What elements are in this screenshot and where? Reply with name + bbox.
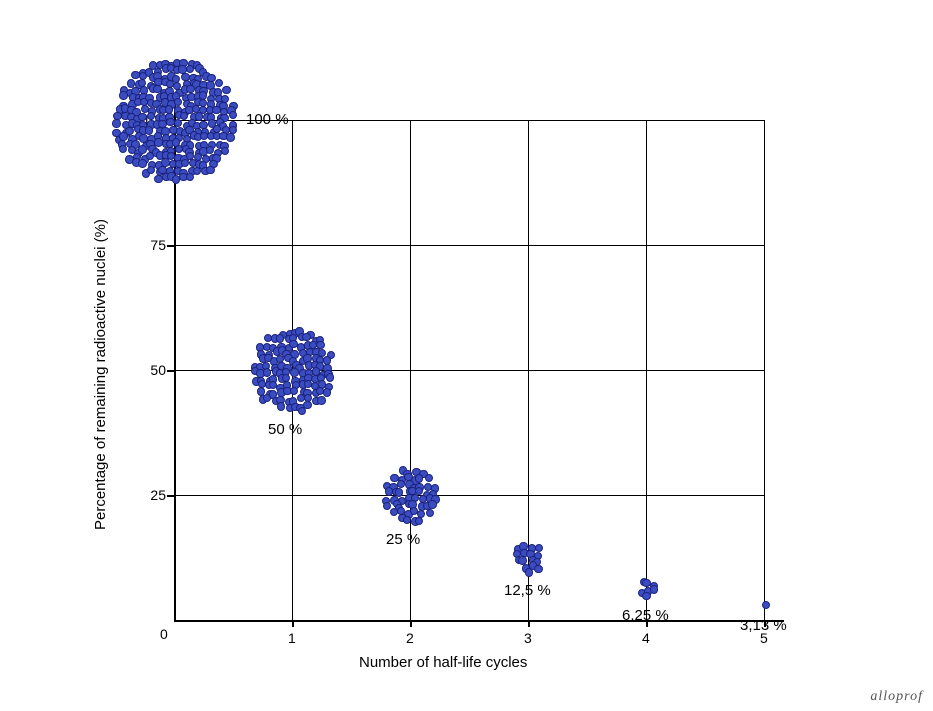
x-tick-label: 4 [642, 630, 650, 646]
grid-h [174, 495, 764, 496]
cluster [510, 540, 546, 576]
nucleus-dot [650, 585, 658, 593]
figure: { "canvas":{"w":933,"h":711}, "plot":{"l… [0, 0, 933, 711]
nucleus-dot [276, 334, 284, 342]
nucleus-dot [323, 388, 331, 396]
x-tick [292, 620, 294, 627]
x-tick [410, 620, 412, 627]
nucleus-dot [127, 79, 135, 87]
nucleus-dot [415, 517, 423, 525]
nucleus-dot [263, 394, 271, 402]
cluster-label: 50 % [268, 421, 302, 438]
grid-v [764, 120, 765, 620]
cluster [634, 577, 658, 601]
grid-h [174, 245, 764, 246]
cluster-label: 25 % [386, 531, 420, 548]
y-axis-title: Percentage of remaining radioactive nucl… [92, 219, 109, 530]
nucleus-dot [186, 65, 194, 73]
y-tick [167, 370, 174, 372]
nucleus-dot [206, 166, 214, 174]
y-tick-label: 75 [136, 237, 166, 253]
cluster [757, 597, 771, 611]
nucleus-dot [642, 592, 650, 600]
nucleus-dot [535, 544, 543, 552]
x-tick-label: 3 [524, 630, 532, 646]
nucleus-dot [181, 159, 189, 167]
cluster-label: 6,25 % [622, 607, 669, 624]
nucleus-dot [229, 111, 237, 119]
nucleus-dot [193, 167, 201, 175]
nucleus-dot [138, 113, 146, 121]
x-axis-title: Number of half-life cycles [359, 654, 527, 671]
nucleus-dot [119, 91, 127, 99]
cluster [247, 325, 337, 415]
nucleus-dot [147, 166, 155, 174]
y-tick [167, 495, 174, 497]
nucleus-dot [290, 387, 298, 395]
nucleus-dot [290, 368, 298, 376]
nucleus-dot [326, 373, 334, 381]
nucleus-dot [317, 396, 325, 404]
cluster-label: 3,13 % [740, 617, 787, 634]
x-axis [174, 620, 784, 622]
y-tick [167, 245, 174, 247]
x-tick-label: 2 [406, 630, 414, 646]
nucleus-dot [180, 112, 188, 120]
nucleus-dot [206, 146, 214, 154]
nucleus-dot [215, 79, 223, 87]
y-tick-label: 25 [136, 487, 166, 503]
nucleus-dot [428, 500, 436, 508]
nucleus-dot [138, 159, 146, 167]
nucleus-dot [302, 333, 310, 341]
attribution: alloprof [870, 689, 923, 705]
nucleus-dot [221, 147, 229, 155]
cluster [380, 465, 440, 525]
nucleus-dot [147, 112, 155, 120]
nucleus-dot [762, 601, 770, 609]
x-tick-label: 1 [288, 630, 296, 646]
nucleus-dot [145, 126, 153, 134]
nucleus-dot [174, 98, 182, 106]
nucleus-dot [226, 133, 234, 141]
nucleus-dot [195, 112, 203, 120]
nucleus-dot [112, 119, 120, 127]
nucleus-dot [298, 407, 306, 415]
nucleus-dot [425, 474, 433, 482]
cluster [110, 56, 238, 184]
nucleus-dot [426, 509, 434, 517]
nucleus-dot [138, 145, 146, 153]
nucleus-dot [525, 568, 533, 576]
origin-label: 0 [160, 626, 168, 642]
nucleus-dot [146, 152, 154, 160]
nucleus-dot [403, 516, 411, 524]
cluster-label: 12,5 % [504, 582, 551, 599]
y-tick-label: 50 [136, 362, 166, 378]
nucleus-dot [186, 173, 194, 181]
nucleus-dot [397, 480, 405, 488]
nucleus-dot [534, 565, 542, 573]
nucleus-dot [277, 402, 285, 410]
cluster-label: 100 % [246, 111, 289, 128]
x-tick [528, 620, 530, 627]
nucleus-dot [415, 474, 423, 482]
nucleus-dot [119, 145, 127, 153]
nucleus-dot [222, 86, 230, 94]
